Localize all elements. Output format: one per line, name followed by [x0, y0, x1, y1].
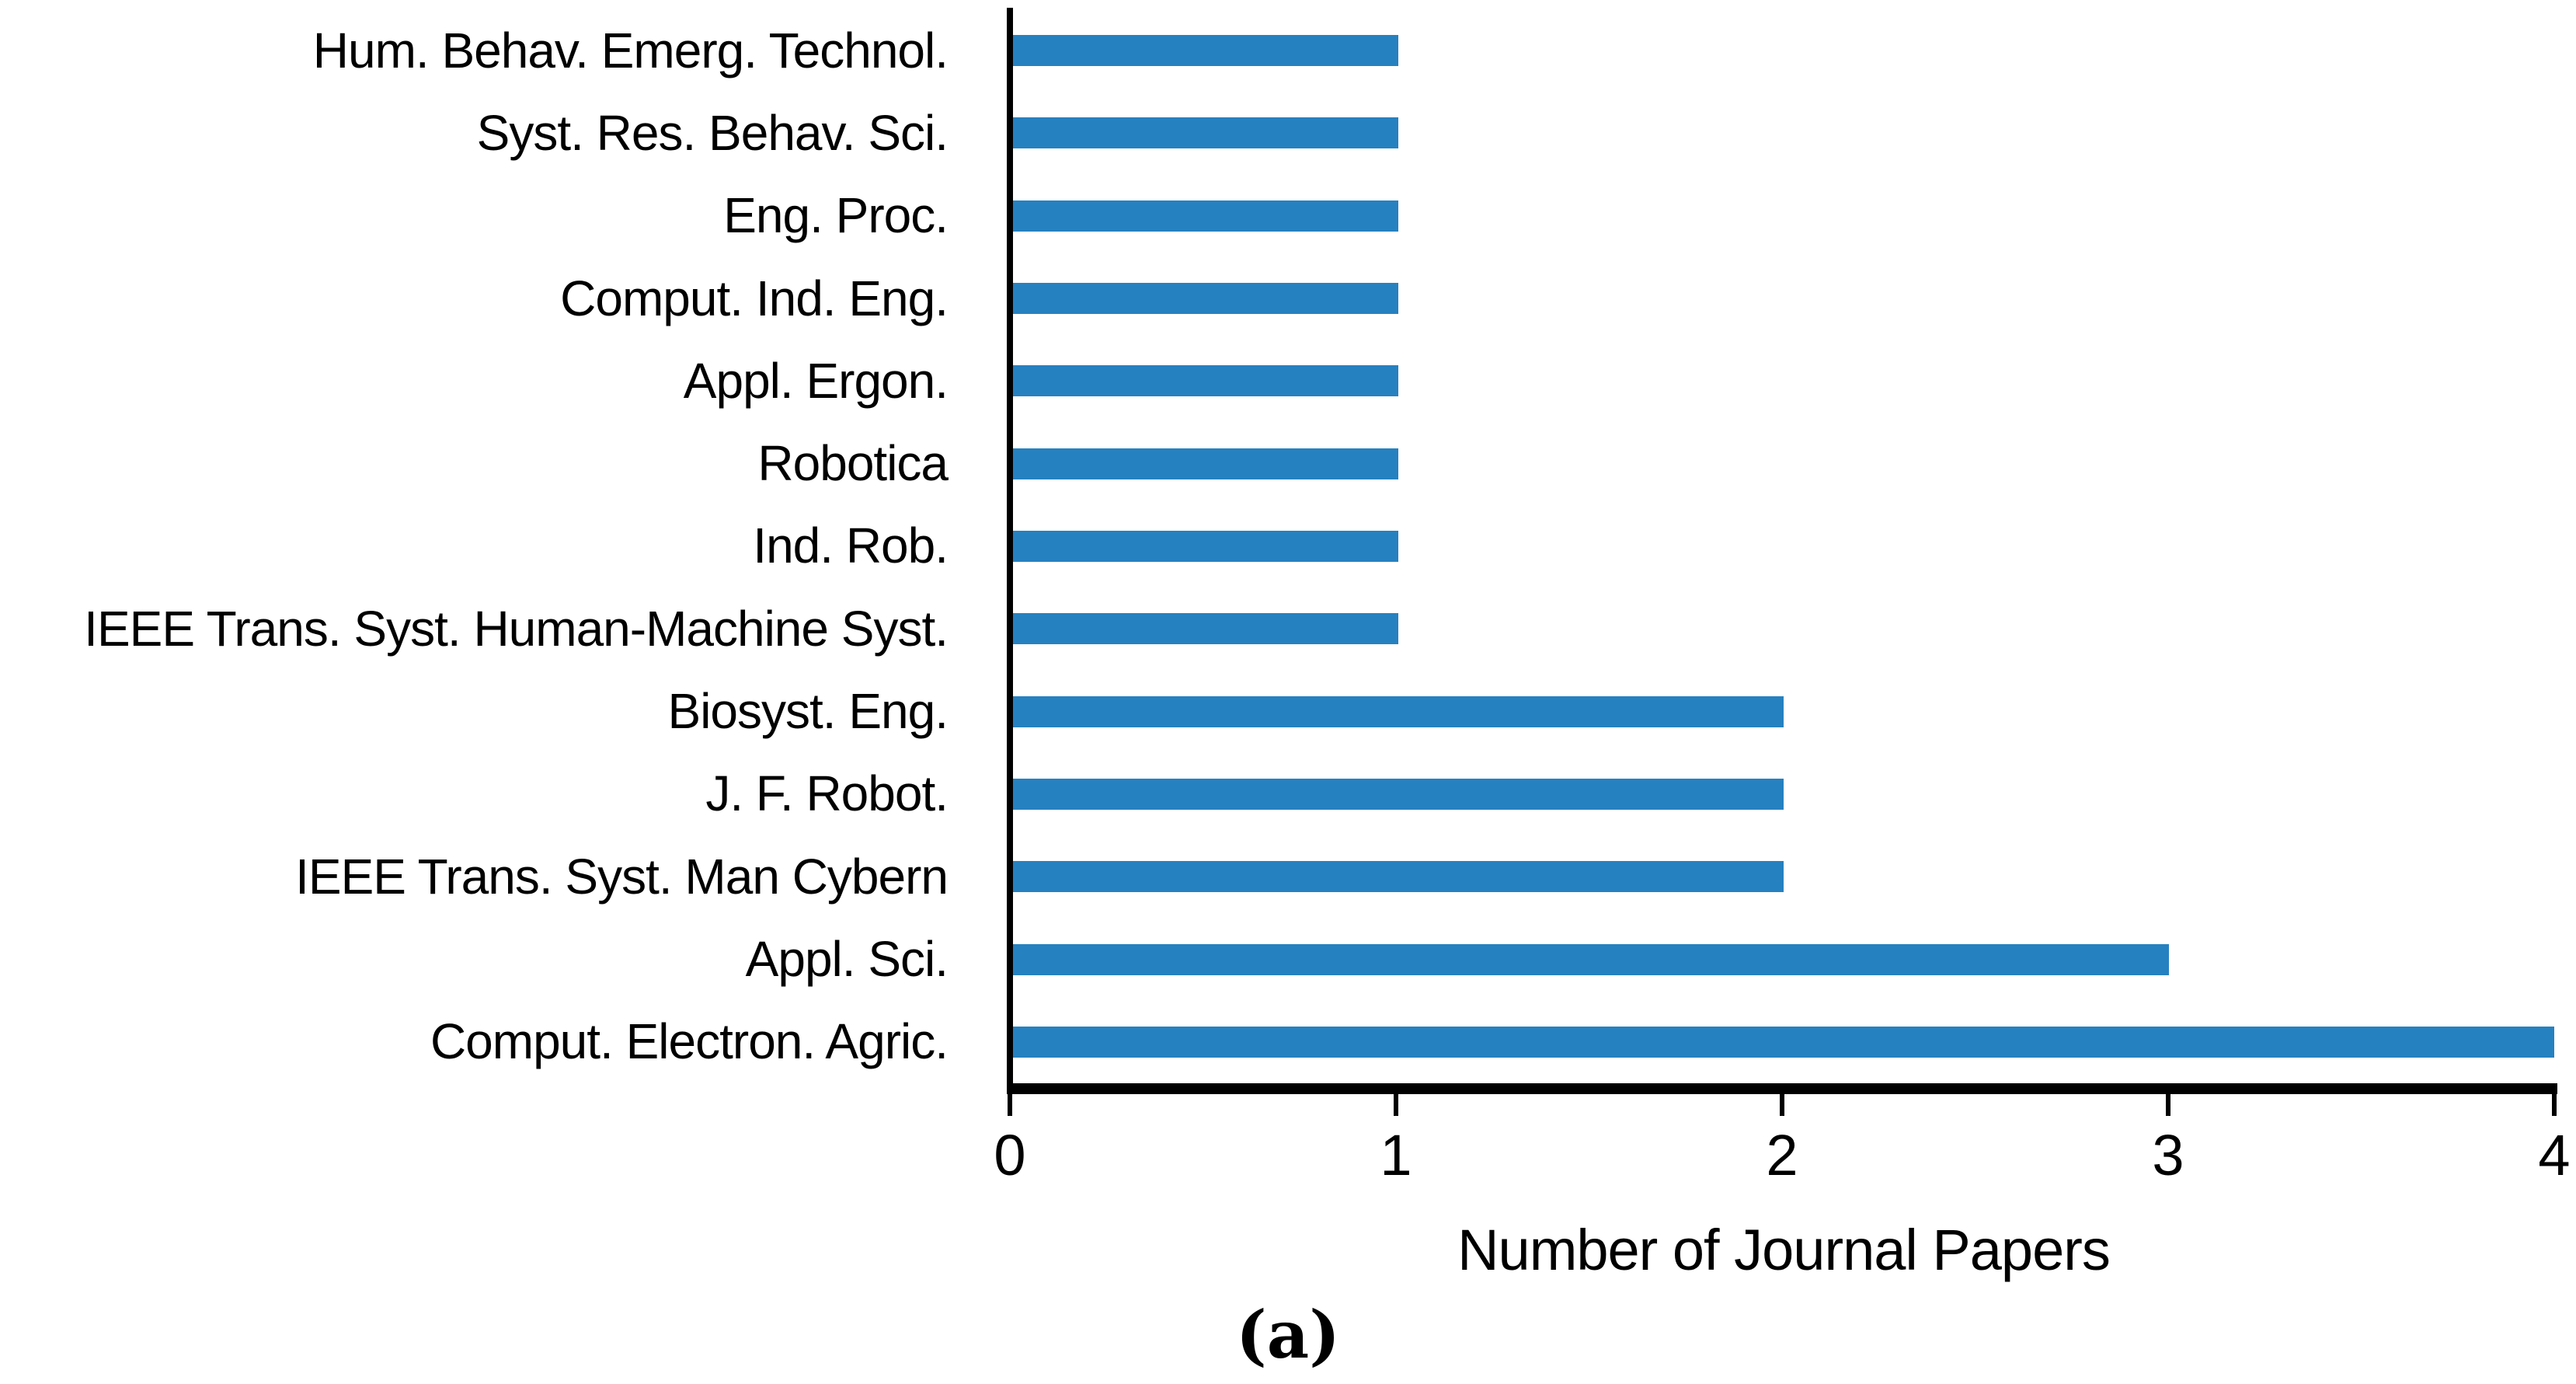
bar: [1013, 117, 1398, 149]
bar: [1013, 943, 2169, 975]
category-label: Ind. Rob.: [753, 518, 949, 574]
chart-row: Biosyst. Eng.: [0, 671, 2554, 753]
chart-row: Comput. Electron. Agric.: [0, 1001, 2554, 1083]
x-tick-label: 4: [2538, 1123, 2571, 1187]
bar-track: [1013, 587, 2554, 670]
bar-track: [1013, 753, 2554, 835]
bar: [1013, 200, 1398, 232]
x-tick-label: 1: [1380, 1123, 1412, 1187]
chart-row: Appl. Sci.: [0, 918, 2554, 1000]
chart-row: Robotica: [0, 423, 2554, 505]
x-tick-label: 3: [2152, 1123, 2184, 1187]
chart-rows: Hum. Behav. Emerg. Technol. Syst. Res. Be…: [0, 9, 2554, 1083]
chart-row: IEEE Trans. Syst. Human-Machine Syst.: [0, 587, 2554, 670]
category-label: Comput. Ind. Eng.: [560, 270, 949, 326]
chart-row: Comput. Ind. Eng.: [0, 257, 2554, 340]
chart-row: J. F. Robot.: [0, 753, 2554, 835]
category-label: J. F. Robot.: [705, 765, 949, 822]
x-tick-mark: [2166, 1083, 2170, 1116]
bar-track: [1013, 1001, 2554, 1083]
chart-row: Ind. Rob.: [0, 505, 2554, 587]
x-tick-mark: [1008, 1083, 1012, 1116]
x-tick-mark: [1394, 1083, 1398, 1116]
x-tick-label: 0: [994, 1123, 1026, 1187]
bar: [1013, 695, 1784, 727]
category-label: Robotica: [757, 435, 949, 492]
category-label: Biosyst. Eng.: [667, 683, 949, 740]
bar-track: [1013, 340, 2554, 422]
category-label: Hum. Behav. Emerg. Technol.: [312, 22, 949, 78]
bar: [1013, 283, 1398, 315]
figure-caption: (a): [1236, 1296, 1340, 1373]
bar-track: [1013, 505, 2554, 587]
bar: [1013, 448, 1398, 479]
category-label: IEEE Trans. Syst. Human-Machine Syst.: [84, 600, 949, 657]
bar-track: [1013, 257, 2554, 340]
bar-track: [1013, 9, 2554, 92]
y-axis-line: [1007, 8, 1013, 1089]
bar-track: [1013, 671, 2554, 753]
chart-row: Hum. Behav. Emerg. Technol.: [0, 9, 2554, 92]
bar: [1013, 861, 1784, 893]
chart-row: Syst. Res. Behav. Sci.: [0, 92, 2554, 174]
category-label: IEEE Trans. Syst. Man Cybern: [295, 848, 949, 905]
x-tick-mark: [1780, 1083, 1784, 1116]
bar-track: [1013, 835, 2554, 918]
category-label: Comput. Electron. Agric.: [430, 1013, 949, 1070]
x-tick-mark: [2552, 1083, 2557, 1116]
category-label: Appl. Ergon.: [683, 352, 949, 409]
bar-track: [1013, 92, 2554, 174]
chart-row: IEEE Trans. Syst. Man Cybern: [0, 835, 2554, 918]
x-tick-label: 2: [1766, 1123, 1798, 1187]
bar: [1013, 531, 1398, 563]
chart-row: Appl. Ergon.: [0, 340, 2554, 422]
x-axis-title: Number of Journal Papers: [1457, 1218, 2111, 1282]
bar: [1013, 778, 1784, 810]
chart-row: Eng. Proc.: [0, 175, 2554, 257]
category-label: Syst. Res. Behav. Sci.: [476, 104, 949, 161]
bar-track: [1013, 175, 2554, 257]
bar: [1013, 365, 1398, 397]
bar-track: [1013, 423, 2554, 505]
bar: [1013, 613, 1398, 645]
bar: [1013, 1026, 2554, 1058]
bar-track: [1013, 918, 2554, 1000]
category-label: Eng. Proc.: [723, 187, 949, 244]
category-label: Appl. Sci.: [745, 931, 949, 987]
bar: [1013, 35, 1398, 67]
